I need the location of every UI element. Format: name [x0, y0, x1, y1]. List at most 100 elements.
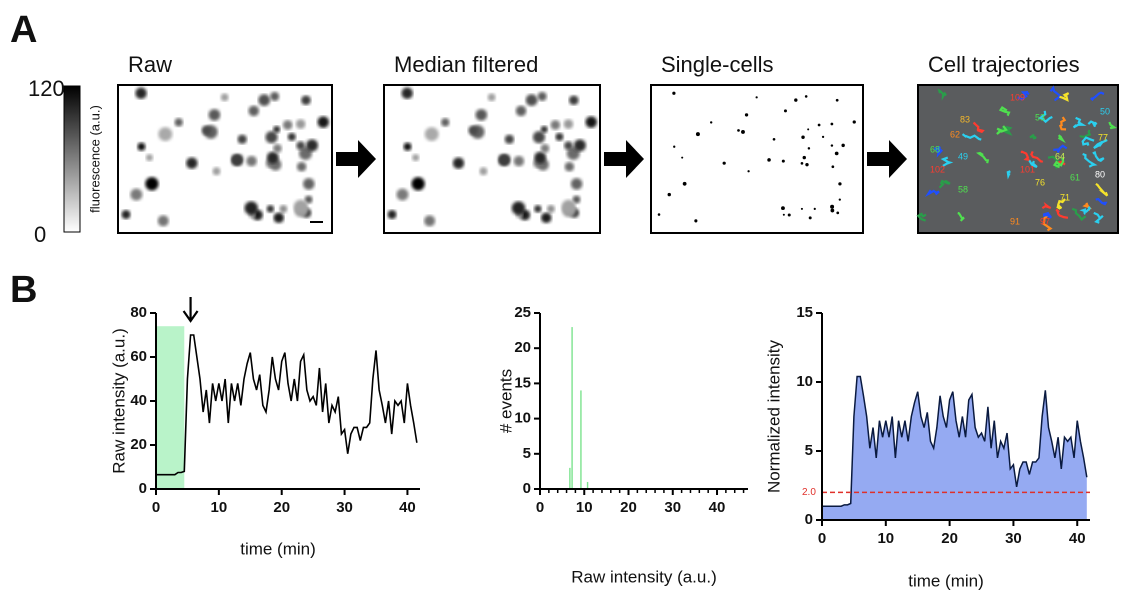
- cell: [468, 125, 478, 136]
- track-label: 61: [1070, 172, 1080, 182]
- cell: [830, 144, 834, 147]
- trajectory: [972, 121, 985, 134]
- cell: [504, 134, 515, 144]
- x-tick-label: 20: [941, 530, 958, 547]
- cell: [411, 177, 425, 191]
- y-tick-label: 15: [514, 374, 531, 391]
- cell: [532, 131, 546, 144]
- cell: [296, 162, 307, 172]
- cell: [246, 155, 257, 167]
- cell: [802, 155, 806, 160]
- cell: [781, 159, 785, 163]
- track-label: 49: [958, 151, 968, 161]
- y-tick-label: 10: [796, 373, 813, 390]
- cell: [244, 201, 258, 215]
- cell: [534, 205, 542, 213]
- trajectory: [1093, 138, 1108, 150]
- track-label: 68: [930, 144, 940, 154]
- cell: [475, 109, 488, 121]
- y-tick-label: 25: [514, 304, 531, 321]
- y-tick-label: 0: [139, 480, 147, 497]
- x-axis-label: Raw intensity (a.u.): [571, 567, 717, 586]
- trajectory: [1081, 136, 1095, 146]
- cell: [794, 98, 798, 102]
- cell: [145, 177, 159, 191]
- cell: [424, 215, 436, 227]
- cell: [807, 128, 810, 131]
- cell: [767, 158, 771, 162]
- trajectory: [1071, 207, 1087, 222]
- trajectory: [1056, 198, 1066, 210]
- cell: [317, 116, 329, 128]
- trajectory: [998, 105, 1011, 117]
- cell: [800, 161, 804, 165]
- x-tick-label: 20: [620, 499, 637, 516]
- trajectory: [1093, 211, 1104, 224]
- cell: [540, 144, 550, 153]
- threshold-label: 2.0: [802, 487, 816, 498]
- trajectory: [937, 88, 947, 101]
- cell: [838, 182, 842, 186]
- cell: [781, 206, 785, 211]
- trajectory: [938, 179, 951, 189]
- trajectory: [1042, 211, 1053, 219]
- cell: [515, 105, 527, 117]
- trajectory: [1030, 150, 1044, 163]
- x-tick-label: 0: [152, 499, 160, 516]
- trajectory: [1029, 133, 1037, 140]
- y-axis-label: Normalized intensity: [764, 339, 783, 493]
- image-frame: [650, 84, 864, 234]
- trajectory: [1079, 129, 1092, 139]
- arrow: [336, 140, 376, 178]
- cell: [801, 135, 805, 139]
- trajectory: [933, 145, 944, 158]
- cell: [135, 87, 147, 99]
- track-label: 102: [930, 164, 945, 174]
- cell: [550, 120, 561, 130]
- trajectory: [1055, 208, 1069, 219]
- x-tick-label: 30: [1005, 530, 1022, 547]
- cell: [564, 162, 575, 172]
- cell: [570, 178, 583, 190]
- colorbar-max: 120: [28, 76, 65, 101]
- cell: [513, 155, 525, 167]
- cell: [303, 178, 315, 190]
- cell: [667, 192, 671, 197]
- trajectory: [1001, 126, 1013, 136]
- x-axis-label: time (min): [908, 571, 984, 590]
- cell: [808, 216, 812, 220]
- cell: [813, 207, 816, 210]
- colorbar: [63, 85, 81, 233]
- cell: [585, 116, 597, 128]
- cell: [783, 109, 787, 113]
- image-title: Median filtered: [394, 52, 538, 77]
- track-label: 97: [1040, 216, 1050, 226]
- y-tick-label: 10: [514, 410, 531, 427]
- cell: [293, 199, 308, 214]
- cell: [805, 162, 809, 167]
- cell: [208, 109, 221, 121]
- cell: [137, 142, 146, 151]
- cell: [835, 98, 839, 102]
- cell: [564, 141, 573, 150]
- cell: [130, 188, 143, 201]
- cell: [121, 210, 131, 220]
- trajectory: [1079, 206, 1092, 215]
- track-label: 76: [1035, 177, 1045, 187]
- cell: [540, 125, 548, 133]
- cell: [273, 125, 281, 133]
- cell: [220, 93, 229, 102]
- cell: [547, 204, 555, 213]
- y-tick-label: 5: [523, 445, 531, 462]
- trajectory: [1020, 150, 1030, 161]
- cell: [772, 137, 776, 141]
- trajectory: [1037, 110, 1053, 124]
- cell: [441, 118, 450, 127]
- image-title: Single-cells: [661, 52, 774, 77]
- y-tick-label: 5: [805, 442, 813, 459]
- cell: [306, 139, 319, 152]
- cell: [403, 142, 412, 151]
- cell: [424, 127, 439, 142]
- stimulus-window: [156, 326, 185, 489]
- cell: [830, 122, 834, 126]
